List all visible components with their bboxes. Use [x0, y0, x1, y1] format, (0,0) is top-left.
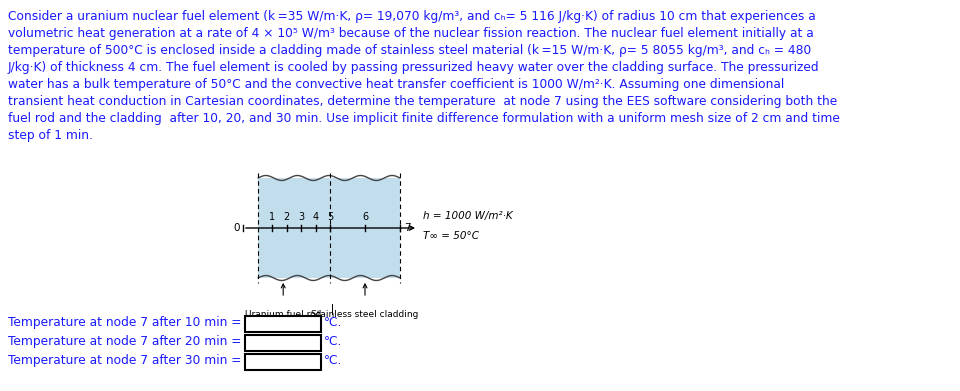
- Text: 7: 7: [404, 223, 411, 233]
- Text: Uranium fuel rod: Uranium fuel rod: [245, 310, 322, 319]
- Text: °C.: °C.: [324, 316, 343, 329]
- Text: water has a bulk temperature of 50°C and the convective heat transfer coefficien: water has a bulk temperature of 50°C and…: [8, 78, 784, 91]
- Text: Temperature at node 7 after 30 min =: Temperature at node 7 after 30 min =: [8, 354, 241, 367]
- Text: 6: 6: [362, 212, 368, 222]
- Text: 2: 2: [283, 212, 290, 222]
- Text: step of 1 min.: step of 1 min.: [8, 129, 93, 142]
- Bar: [245, 354, 321, 370]
- Bar: [245, 316, 321, 332]
- Text: Temperature at node 7 after 10 min =: Temperature at node 7 after 10 min =: [8, 316, 241, 329]
- Text: 3: 3: [299, 212, 304, 222]
- Bar: [245, 335, 321, 351]
- Text: 4: 4: [313, 212, 319, 222]
- Text: Stainless steel cladding: Stainless steel cladding: [311, 310, 419, 319]
- Text: temperature of 500°C is enclosed inside a cladding made of stainless steel mater: temperature of 500°C is enclosed inside …: [8, 44, 811, 57]
- Text: Consider a uranium nuclear fuel element (k =35 W/m·K, ρ= 19,070 kg/m³, and cₕ= 5: Consider a uranium nuclear fuel element …: [8, 10, 816, 23]
- Text: °C.: °C.: [324, 335, 343, 348]
- Text: transient heat conduction in Cartesian coordinates, determine the temperature  a: transient heat conduction in Cartesian c…: [8, 95, 837, 108]
- Text: °C.: °C.: [324, 354, 343, 367]
- Text: 0: 0: [233, 223, 240, 233]
- Bar: [330, 178, 400, 278]
- Text: 1: 1: [270, 212, 276, 222]
- Bar: [258, 178, 330, 278]
- Text: fuel rod and the cladding  after 10, 20, and 30 min. Use implicit finite differe: fuel rod and the cladding after 10, 20, …: [8, 112, 840, 125]
- Text: 5: 5: [326, 212, 333, 222]
- Text: T∞ = 50°C: T∞ = 50°C: [423, 231, 479, 241]
- Text: h = 1000 W/m²·K: h = 1000 W/m²·K: [423, 211, 513, 221]
- Text: volumetric heat generation at a rate of 4 × 10⁵ W/m³ because of the nuclear fiss: volumetric heat generation at a rate of …: [8, 27, 814, 40]
- Text: Temperature at node 7 after 20 min =: Temperature at node 7 after 20 min =: [8, 335, 241, 348]
- Text: J/kg·K) of thickness 4 cm. The fuel element is cooled by passing pressurized hea: J/kg·K) of thickness 4 cm. The fuel elem…: [8, 61, 820, 74]
